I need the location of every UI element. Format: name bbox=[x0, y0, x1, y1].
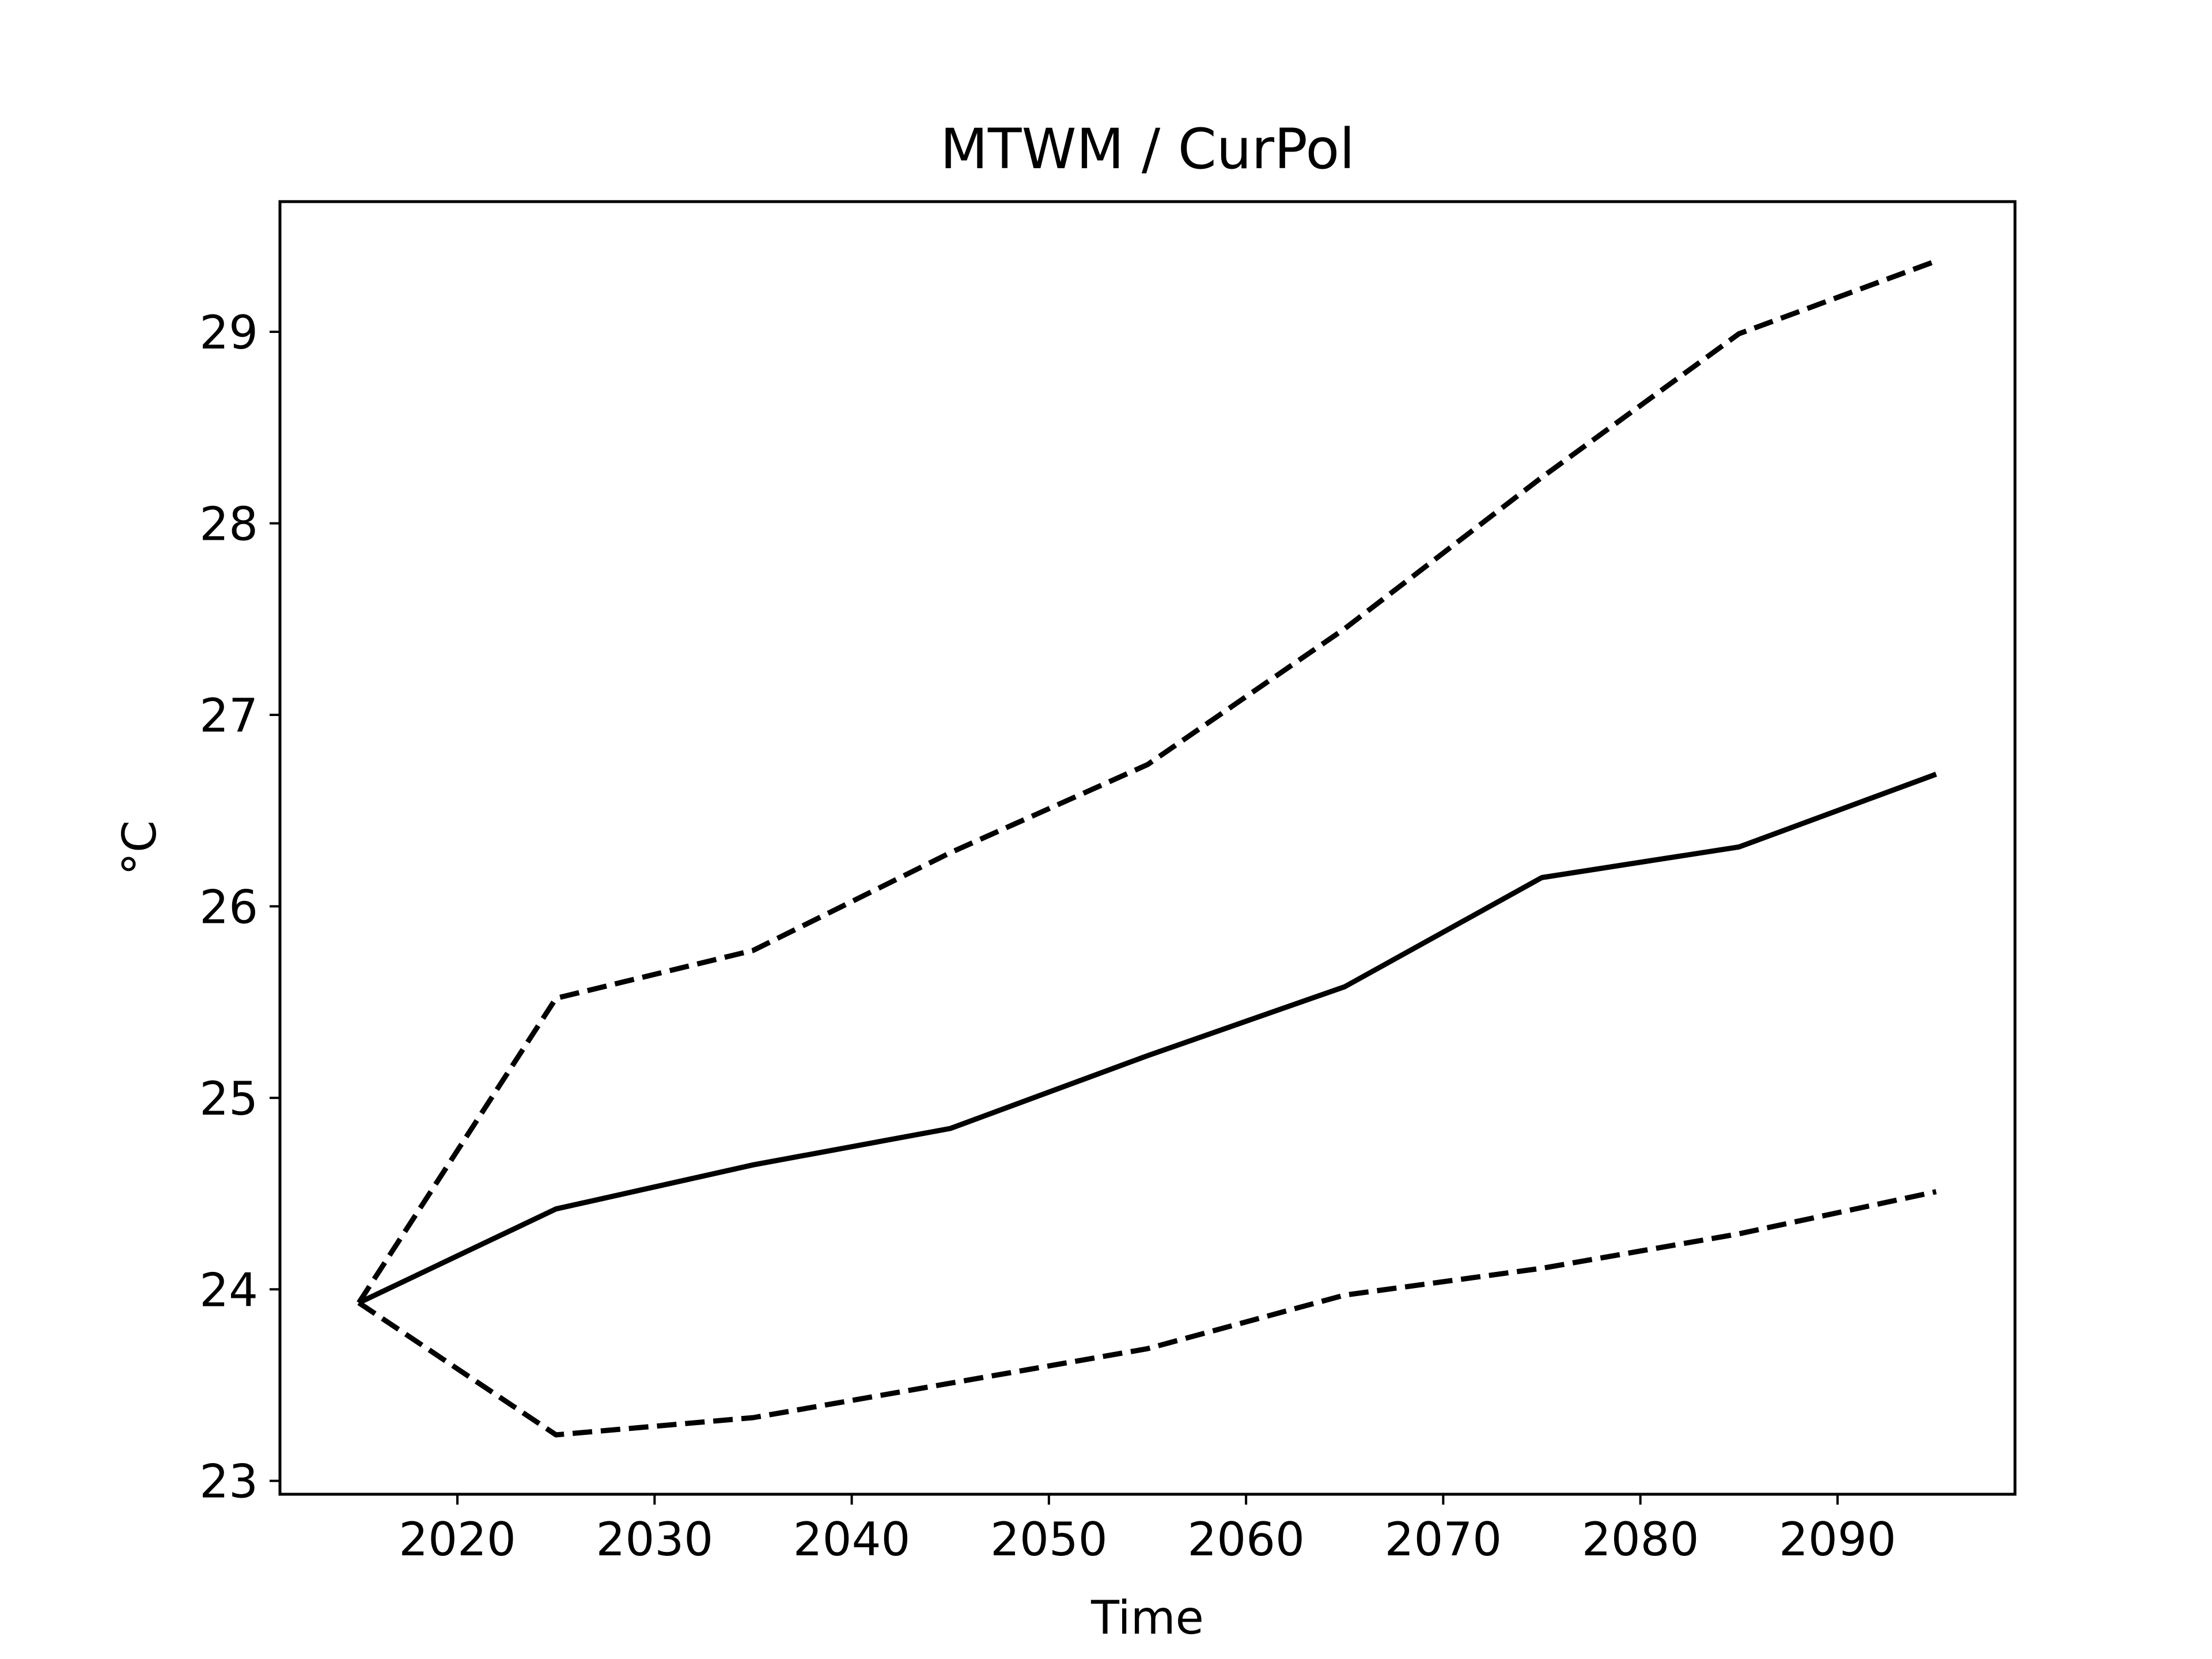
y-tick-label: 25 bbox=[199, 1072, 258, 1126]
y-axis-ticks: 23 24 25 26 27 28 29 bbox=[199, 306, 280, 1509]
x-tick-label: 2050 bbox=[990, 1513, 1108, 1566]
x-tick-label: 2040 bbox=[793, 1513, 911, 1566]
series-layer bbox=[357, 258, 1937, 1438]
x-tick-label: 2080 bbox=[1582, 1513, 1699, 1566]
x-tick-label: 2020 bbox=[399, 1513, 516, 1566]
y-tick-label: 26 bbox=[199, 880, 258, 934]
chart-title: MTWM / CurPol bbox=[940, 117, 1355, 181]
series-line-2 bbox=[357, 258, 1937, 1305]
x-tick-label: 2030 bbox=[596, 1513, 714, 1566]
y-axis-label: °C bbox=[113, 820, 166, 876]
series-line-3 bbox=[357, 1189, 1937, 1438]
x-tick-label: 2060 bbox=[1187, 1513, 1305, 1566]
y-tick-label: 28 bbox=[199, 498, 258, 551]
y-tick-label: 23 bbox=[199, 1455, 258, 1509]
x-axis-ticks: 2020 2030 2040 2050 2060 2070 2080 2090 bbox=[399, 1494, 1896, 1566]
series-line-1 bbox=[357, 771, 1937, 1305]
x-axis-label: Time bbox=[1090, 1591, 1204, 1645]
x-tick-label: 2090 bbox=[1779, 1513, 1896, 1566]
y-tick-label: 29 bbox=[199, 306, 258, 359]
y-tick-label: 24 bbox=[199, 1263, 258, 1317]
plot-area-frame bbox=[278, 200, 2017, 1496]
y-tick-label: 27 bbox=[199, 689, 258, 743]
x-tick-label: 2070 bbox=[1385, 1513, 1502, 1566]
